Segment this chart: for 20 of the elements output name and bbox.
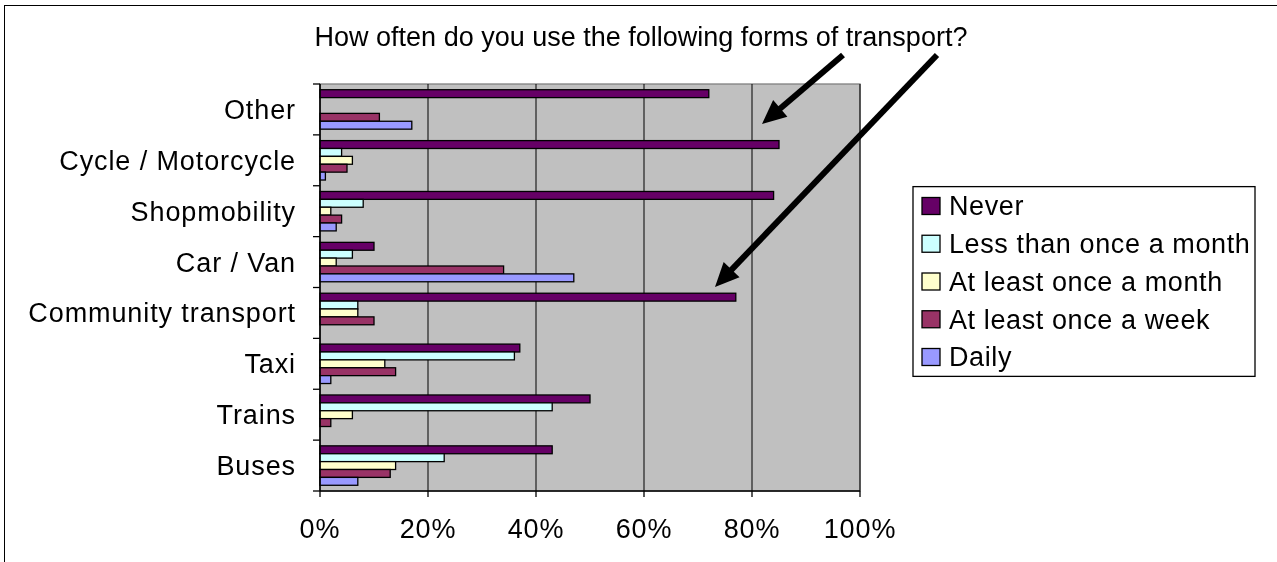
x-tick-label: 40%	[507, 514, 565, 544]
x-tick-label: 0%	[299, 514, 341, 544]
y-tick-label: Trains	[216, 400, 296, 431]
legend-label: At least once a week	[949, 304, 1211, 335]
legend-label: At least once a month	[949, 266, 1223, 297]
chart-title: How often do you use the following forms of transport?	[314, 22, 968, 52]
x-tick-label: 60%	[615, 514, 673, 544]
x-tick-label: 20%	[399, 514, 457, 544]
legend-label: Less than once a month	[949, 229, 1251, 260]
legend-label: Never	[949, 191, 1025, 222]
y-tick-label: Community transport	[28, 298, 296, 329]
x-tick-label: 80%	[723, 514, 781, 544]
y-tick-label: Taxi	[244, 349, 296, 380]
x-tick-label: 100%	[823, 514, 897, 544]
y-tick-label: Other	[223, 94, 296, 125]
legend-label: Daily	[949, 342, 1013, 373]
y-tick-label: Cycle / Motorcycle	[59, 145, 296, 176]
y-tick-label: Car / Van	[175, 247, 296, 278]
y-tick-label: Buses	[216, 451, 296, 482]
y-tick-label: Shopmobility	[130, 196, 296, 227]
